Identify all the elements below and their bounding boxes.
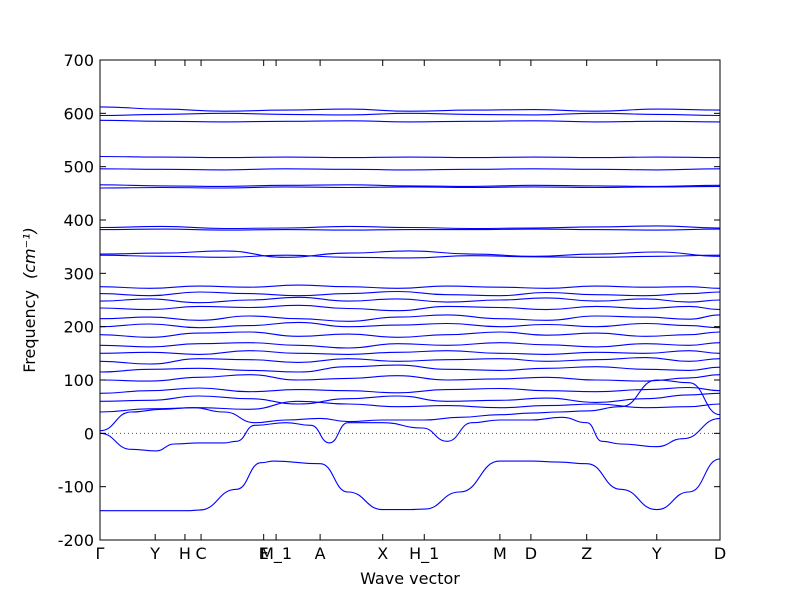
y-axis-label-unit: (cm⁻¹)	[20, 227, 39, 279]
phonon-branch-line	[99, 364, 721, 373]
x-tick-label: Z	[581, 544, 592, 563]
phonon-branch-line	[99, 386, 721, 394]
x-tick-label: D	[714, 544, 726, 563]
y-axis-label-text: Frequency	[20, 290, 39, 373]
phonon-branch-line	[99, 357, 721, 365]
x-tick-label: A	[315, 544, 326, 563]
x-axis-label: Wave vector	[360, 569, 460, 588]
y-tick-label: 600	[63, 104, 94, 123]
phonon-branch-line	[99, 112, 721, 117]
y-tick-label: 300	[63, 264, 94, 283]
y-tick-label: -200	[58, 531, 94, 550]
phonon-branch-line	[99, 331, 721, 338]
phonon-branch-line	[99, 228, 721, 231]
y-tick-label: -100	[58, 478, 94, 497]
x-tick-label: H	[179, 544, 191, 563]
x-tick-label: H_1	[409, 544, 439, 564]
x-tick-label: D	[525, 544, 537, 563]
phonon-branch-line	[99, 458, 721, 512]
phonon-branch-line	[99, 400, 721, 413]
phonon-branch-line	[99, 184, 721, 187]
phonon-branch-line	[99, 155, 721, 159]
y-tick-label: 700	[63, 51, 94, 70]
phonon-branch-line	[99, 350, 721, 355]
y-tick-label: 0	[84, 424, 94, 443]
phonon-branch-line	[99, 296, 721, 304]
phonon-branch-line	[99, 321, 721, 329]
phonon-branch-line	[99, 342, 721, 349]
x-tick-label: E	[259, 544, 269, 563]
phonon-branch-line	[99, 119, 721, 123]
phonon-branch-line	[99, 254, 721, 259]
x-tick-label: X	[377, 544, 388, 563]
phonon-branch-line	[99, 374, 721, 382]
phonon-branch-line	[99, 225, 721, 230]
phonon-branch-line	[99, 392, 721, 405]
plot-frame	[99, 59, 721, 541]
phonon-branch-line	[99, 168, 721, 171]
series-layer	[99, 106, 721, 512]
y-tick-label: 500	[63, 158, 94, 177]
y-axis-label: Frequency (cm⁻¹)	[20, 227, 39, 372]
phonon-branch-line	[99, 185, 721, 189]
x-tick-label: C	[195, 544, 206, 563]
y-tick-label: 100	[63, 371, 94, 390]
y-tick-label: 200	[63, 318, 94, 337]
x-tick-label: Γ	[96, 544, 105, 563]
phonon-branch-line	[99, 416, 721, 452]
x-tick-label: Y	[149, 544, 160, 563]
phonon-branch-line	[99, 284, 721, 289]
x-tick-label: M_1	[260, 544, 292, 564]
phonon-branch-line	[99, 250, 721, 258]
phonon-branch-line	[99, 290, 721, 297]
x-tick-label: M	[493, 544, 507, 563]
phonon-branch-line	[99, 304, 721, 312]
x-tick-label: Y	[651, 544, 662, 563]
y-tick-label: 400	[63, 211, 94, 230]
phonon-branch-line	[99, 314, 721, 322]
phonon-branch-line	[99, 106, 721, 112]
